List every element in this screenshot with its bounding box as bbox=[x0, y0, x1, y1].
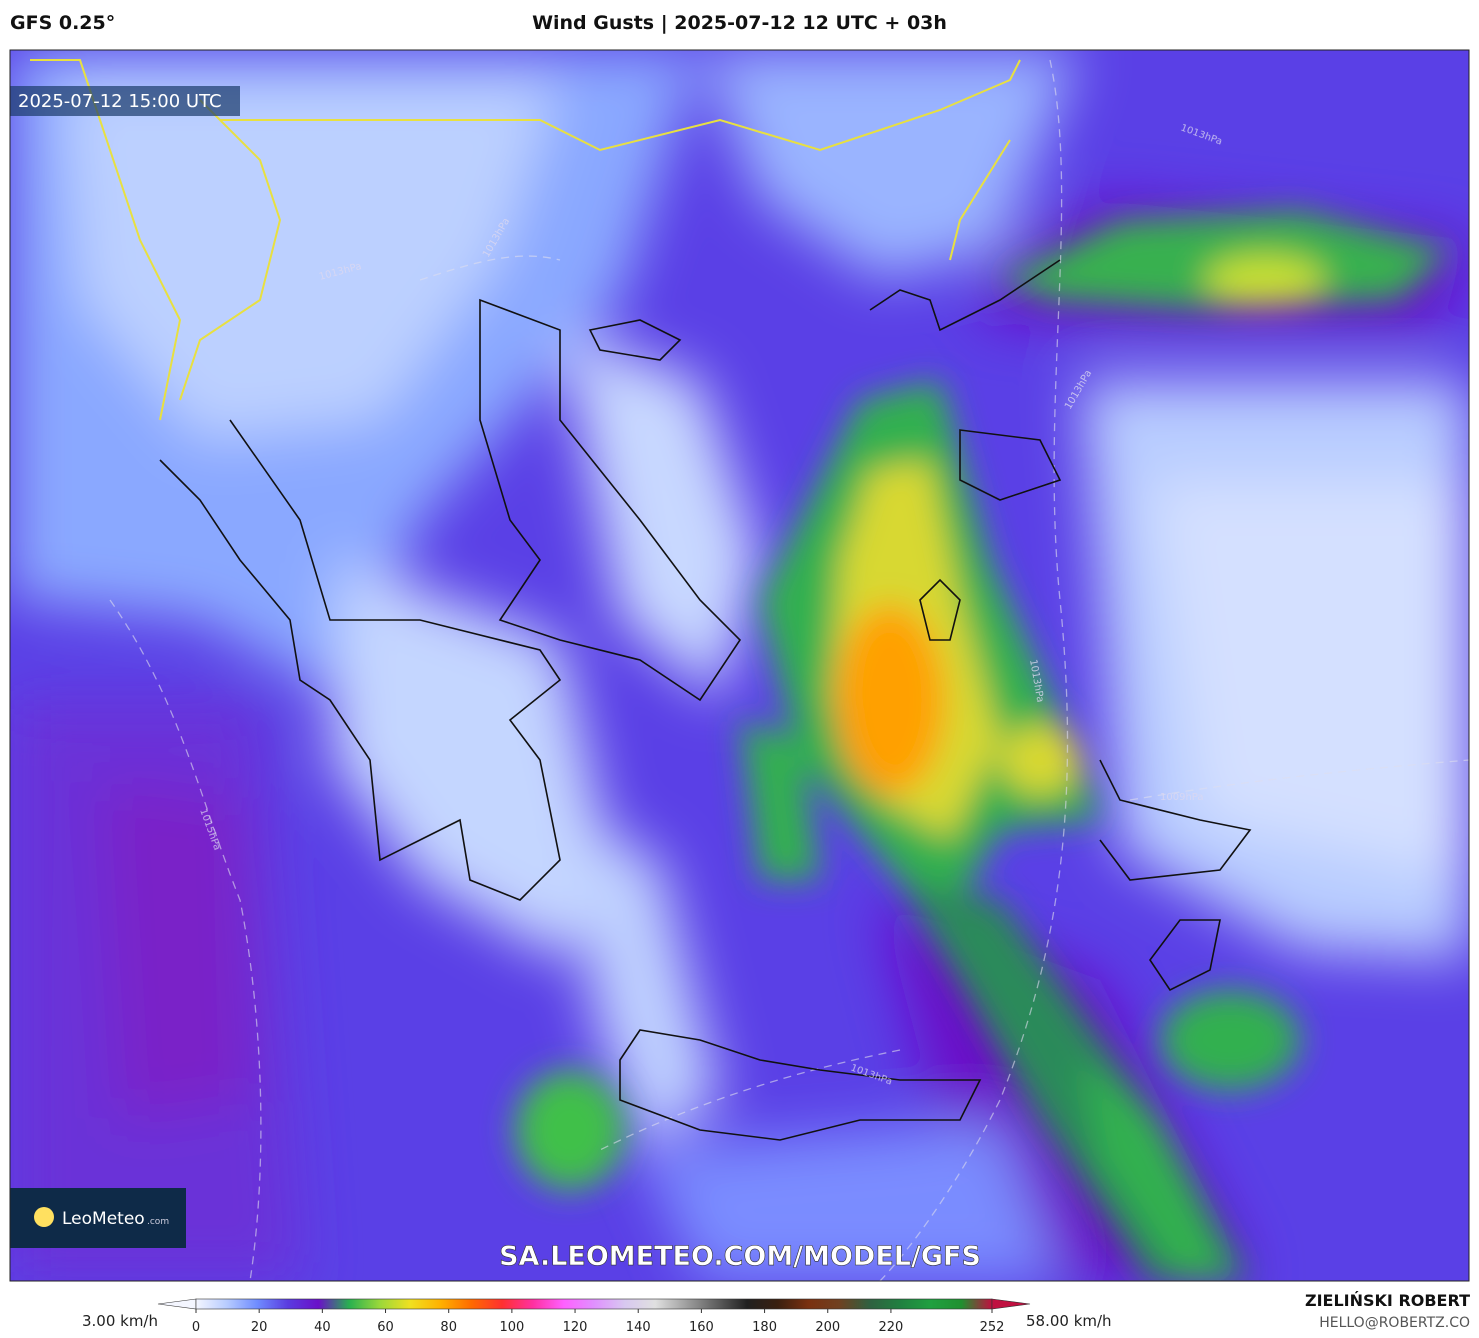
colorbar-arrow-high bbox=[991, 1298, 1031, 1310]
colorbar-tick-label: 180 bbox=[752, 1320, 777, 1335]
watermark: SA.LEOMETEO.COM/MODEL/GFS bbox=[499, 1241, 981, 1272]
colorbar-arrow-low bbox=[157, 1298, 197, 1310]
colorbar: 0 20 40 60 80 100 120 140 160 180 200 220 252 3.00 km… bbox=[82, 1298, 1112, 1335]
colorbar-tick-label: 100 bbox=[499, 1320, 524, 1335]
colorbar-min-label: 3.00 km/h bbox=[82, 1312, 158, 1330]
author: ZIELIŃSKI ROBERT bbox=[1305, 1291, 1470, 1310]
isobar-label: 1009hPa bbox=[1160, 792, 1204, 803]
colorbar-tick-label: 160 bbox=[689, 1320, 714, 1335]
colorbar-tick-label: 80 bbox=[440, 1320, 457, 1335]
colorbar-tick-label: 140 bbox=[626, 1320, 651, 1335]
logo-suffix: .com bbox=[147, 1217, 169, 1227]
colorbar-max-label: 58.00 km/h bbox=[1026, 1312, 1112, 1330]
colorbar-tick-label: 252 bbox=[980, 1320, 1005, 1335]
colorbar-tick-label: 60 bbox=[377, 1320, 394, 1335]
colorbar-tick-label: 200 bbox=[815, 1320, 840, 1335]
colorbar-tick-label: 40 bbox=[314, 1320, 331, 1335]
wind-field bbox=[10, 50, 1469, 1281]
contact: HELLO@ROBERTZ.CO bbox=[1319, 1315, 1470, 1331]
colorbar-tick-label: 120 bbox=[563, 1320, 588, 1335]
valid-time: 2025-07-12 15:00 UTC bbox=[18, 91, 222, 112]
model-label: GFS 0.25° bbox=[10, 12, 116, 34]
colorbar-tick-label: 220 bbox=[879, 1320, 904, 1335]
colorbar-tick-label: 0 bbox=[192, 1320, 200, 1335]
map-title: Wind Gusts | 2025-07-12 12 UTC + 03h bbox=[532, 12, 947, 34]
logo-name: LeoMeteo bbox=[62, 1209, 145, 1229]
colorbar-tick-label: 20 bbox=[251, 1320, 268, 1335]
colorbar-body bbox=[195, 1298, 993, 1310]
